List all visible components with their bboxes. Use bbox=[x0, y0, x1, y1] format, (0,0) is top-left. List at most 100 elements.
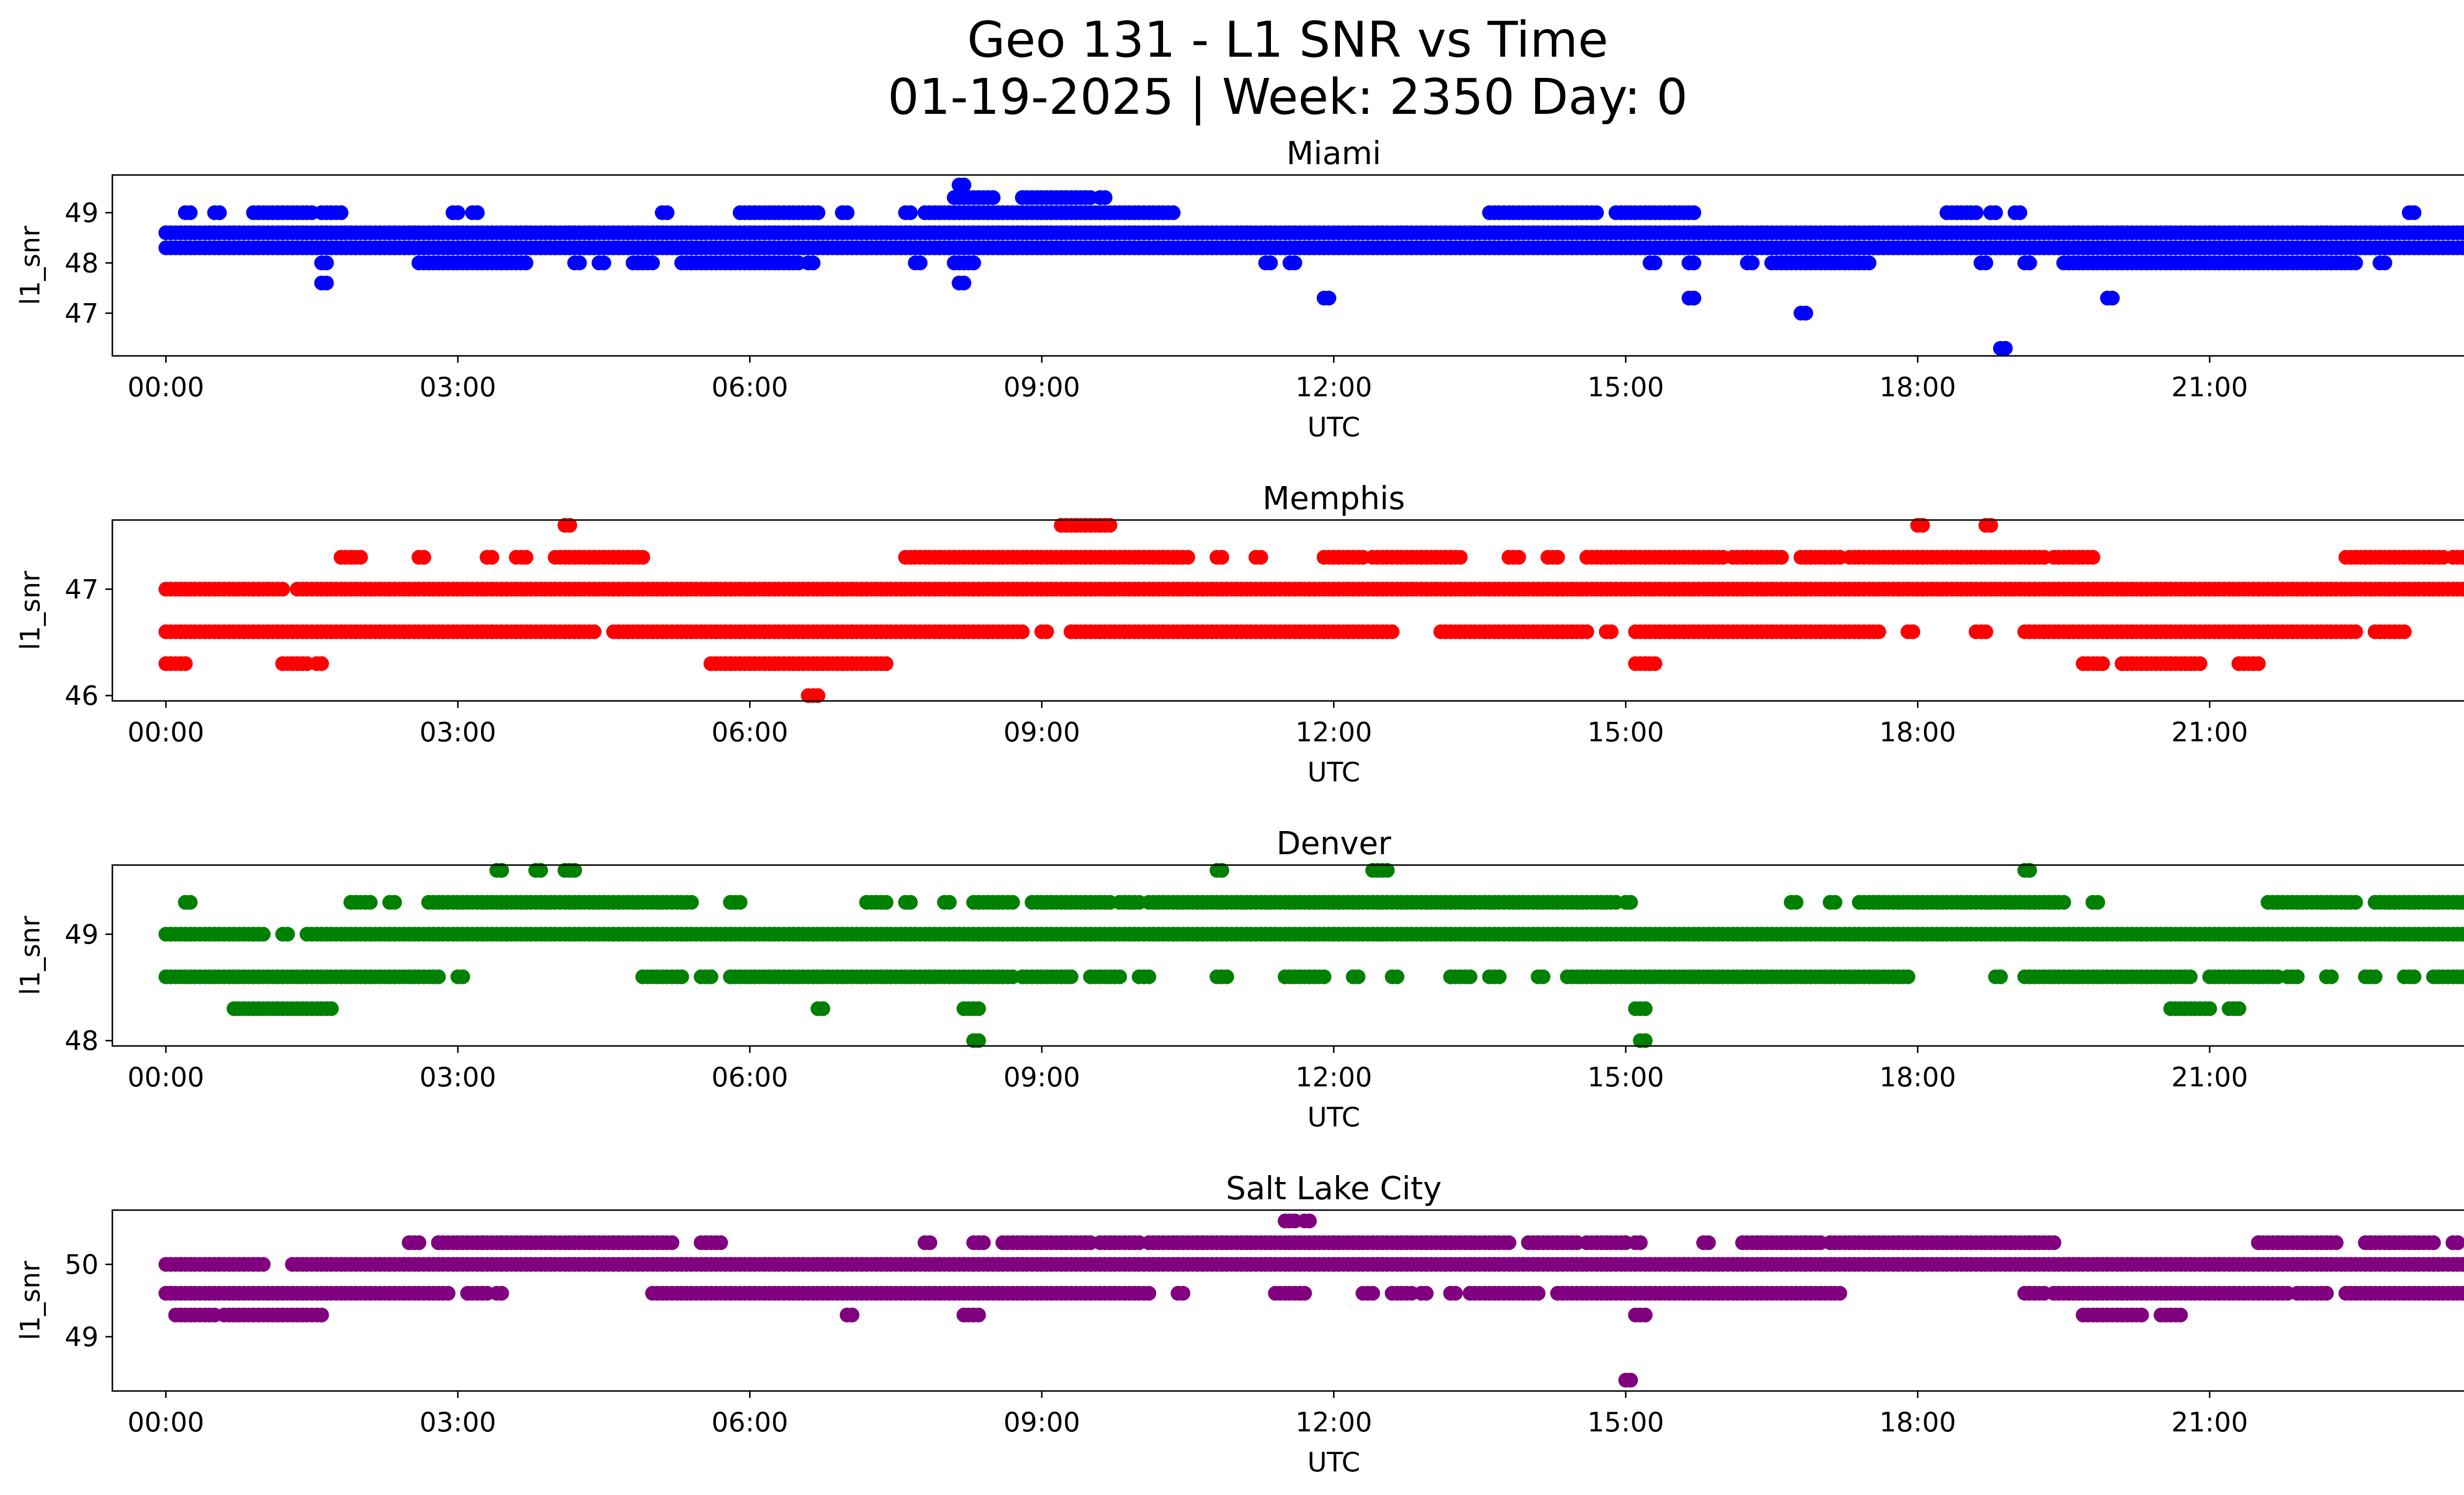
data-point bbox=[1453, 550, 1468, 565]
data-point bbox=[2105, 290, 2120, 306]
axes-frame bbox=[111, 864, 2464, 1047]
data-point bbox=[533, 863, 548, 878]
data-point bbox=[275, 582, 290, 597]
data-point bbox=[2328, 1235, 2344, 1251]
data-point bbox=[2202, 1001, 2217, 1016]
data-point bbox=[664, 1235, 680, 1251]
data-point bbox=[713, 1235, 728, 1251]
data-point bbox=[1536, 969, 1551, 984]
data-point bbox=[2455, 895, 2464, 910]
data-point bbox=[1871, 624, 1886, 639]
data-point bbox=[1993, 969, 2008, 984]
data-point bbox=[2460, 928, 2464, 941]
data-point bbox=[1214, 863, 1230, 878]
data-point bbox=[1745, 255, 1760, 271]
data-point bbox=[334, 205, 349, 220]
y-tick-label: 49 bbox=[65, 197, 99, 228]
data-point bbox=[1419, 1286, 1434, 1301]
data-point bbox=[178, 656, 193, 671]
data-point bbox=[913, 255, 928, 271]
data-point bbox=[2022, 255, 2037, 271]
data-point bbox=[966, 255, 981, 271]
data-point bbox=[2095, 656, 2110, 671]
data-point bbox=[732, 895, 748, 910]
data-point bbox=[2046, 1235, 2061, 1251]
data-point bbox=[1774, 550, 1789, 565]
data-point bbox=[2377, 255, 2393, 271]
x-tick-label: 06:00 bbox=[712, 717, 788, 748]
data-point bbox=[879, 895, 893, 910]
data-point bbox=[986, 190, 1001, 205]
data-point bbox=[256, 927, 271, 942]
y-tick-label: 46 bbox=[65, 680, 99, 711]
data-point bbox=[1915, 518, 1930, 533]
y-tick-label: 49 bbox=[65, 919, 99, 950]
axes-frame bbox=[111, 519, 2464, 702]
data-point bbox=[2460, 241, 2464, 254]
x-tick-label: 09:00 bbox=[1003, 717, 1080, 748]
data-point bbox=[2290, 969, 2305, 984]
data-point bbox=[1983, 518, 1998, 533]
data-point bbox=[2183, 969, 2198, 984]
data-point bbox=[1998, 341, 2013, 356]
data-point bbox=[567, 863, 582, 878]
data-point bbox=[1638, 1001, 1653, 1016]
data-point bbox=[1463, 969, 1477, 984]
data-point bbox=[1633, 1235, 1648, 1251]
data-point bbox=[319, 255, 334, 271]
data-point bbox=[1550, 550, 1565, 565]
data-point bbox=[183, 205, 198, 220]
data-point bbox=[183, 895, 198, 910]
data-point bbox=[455, 969, 470, 984]
data-point bbox=[1321, 290, 1336, 306]
data-point bbox=[1905, 624, 1920, 639]
data-point bbox=[1102, 518, 1118, 533]
x-tick-label: 03:00 bbox=[419, 717, 496, 748]
data-point bbox=[815, 1001, 830, 1016]
data-point bbox=[1141, 1286, 1157, 1301]
data-point bbox=[1385, 624, 1400, 639]
data-point bbox=[2426, 1235, 2441, 1251]
figure-title: Geo 131 - L1 SNR vs Time bbox=[967, 11, 1608, 69]
data-point bbox=[1832, 1286, 1848, 1301]
data-point bbox=[319, 276, 334, 291]
data-point bbox=[1531, 1286, 1546, 1301]
data-point bbox=[2406, 205, 2422, 220]
data-point bbox=[2251, 656, 2266, 671]
data-point bbox=[1492, 969, 1507, 984]
data-point bbox=[903, 205, 918, 220]
x-tick-label: 09:00 bbox=[1003, 372, 1080, 403]
data-point bbox=[1365, 1286, 1380, 1301]
panel-title: Miami bbox=[1286, 136, 1381, 172]
data-point bbox=[1604, 624, 1619, 639]
data-point bbox=[1798, 306, 1814, 321]
data-point bbox=[2324, 969, 2339, 984]
data-point bbox=[810, 205, 825, 220]
y-axis-label: l1_snr bbox=[15, 225, 46, 305]
data-point bbox=[2460, 583, 2464, 596]
data-point bbox=[2450, 1235, 2464, 1251]
data-point bbox=[1180, 550, 1196, 565]
data-point bbox=[2319, 1286, 2334, 1301]
data-point bbox=[1827, 895, 1843, 910]
data-point bbox=[703, 969, 719, 984]
data-point bbox=[431, 969, 446, 984]
data-point bbox=[1686, 255, 1702, 271]
x-tick-label: 12:00 bbox=[1296, 372, 1372, 403]
data-point bbox=[1638, 1033, 1653, 1048]
data-point bbox=[1788, 895, 1804, 910]
data-point bbox=[2460, 970, 2464, 983]
data-point bbox=[256, 1257, 271, 1272]
x-tick-label: 12:00 bbox=[1296, 1062, 1372, 1093]
data-point bbox=[2192, 656, 2208, 671]
y-axis-label: l1_snr bbox=[15, 570, 46, 650]
y-tick-label: 47 bbox=[65, 574, 99, 605]
data-point bbox=[1063, 969, 1079, 984]
data-point bbox=[1686, 205, 1702, 220]
data-point bbox=[353, 550, 368, 565]
data-point bbox=[450, 205, 466, 220]
data-point bbox=[2056, 895, 2071, 910]
data-point bbox=[494, 1286, 509, 1301]
